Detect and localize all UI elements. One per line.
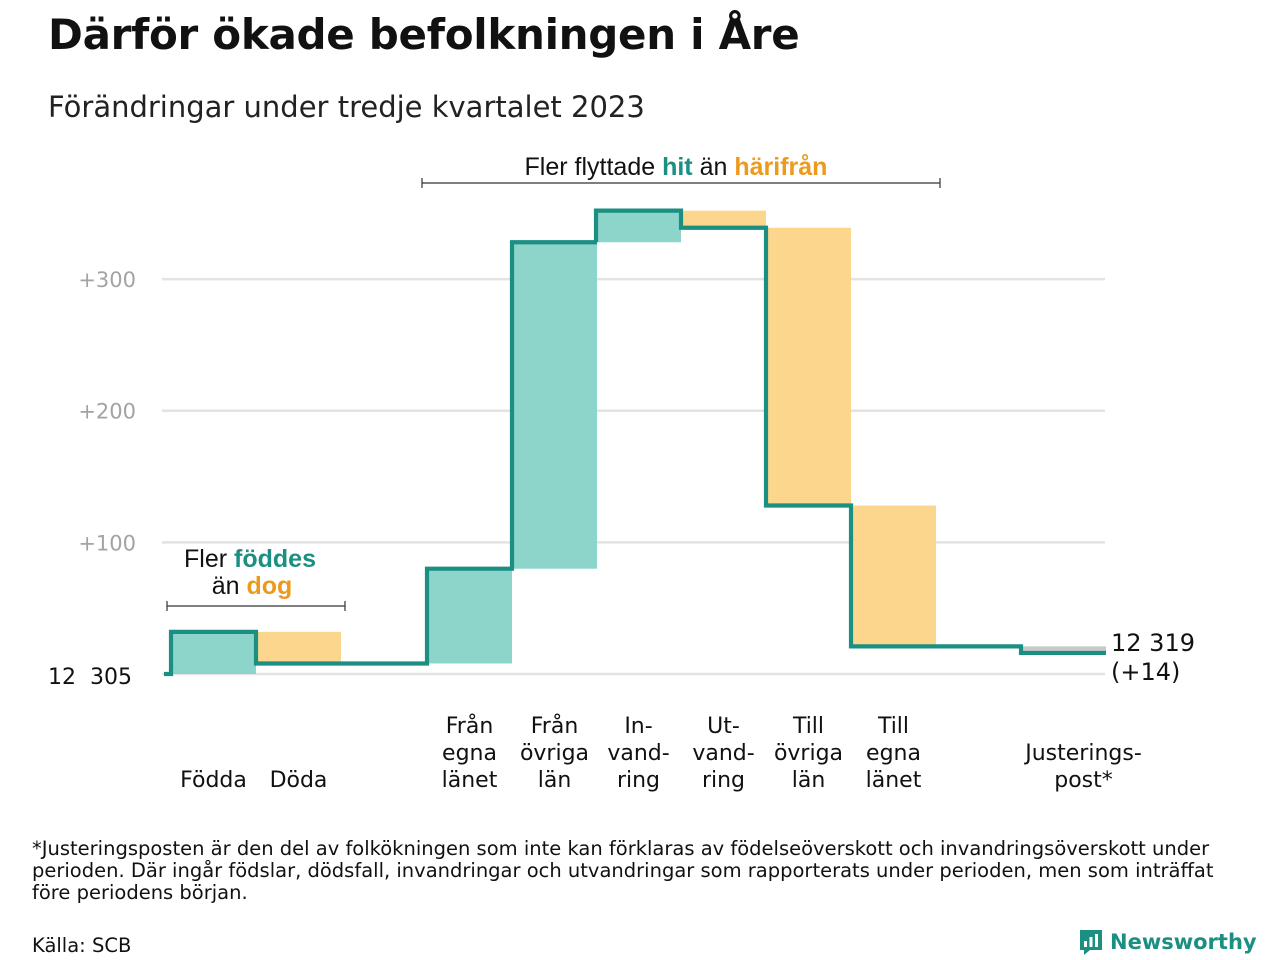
bar — [512, 242, 597, 569]
bars-layer — [171, 210, 1106, 674]
annotation-births-line1: Fler föddes — [184, 545, 316, 573]
y-tick-label: +200 — [78, 400, 136, 424]
start-value-label: 12 305 — [48, 665, 132, 690]
brand-name: Newsworthy — [1110, 930, 1257, 954]
line-layer — [164, 208, 1106, 677]
chart-subtitle: Förändringar under tredje kvartalet 2023 — [48, 90, 645, 124]
category-label: Från övriga län — [520, 713, 589, 793]
brand-logo: Newsworthy — [1078, 928, 1257, 956]
end-value-label: 12 319 — [1111, 629, 1195, 657]
bar — [427, 568, 512, 664]
bar — [851, 505, 936, 647]
waterfall-chart: +100 +200 +300 Födda Döda Från egna länet Från ö… — [48, 153, 1195, 793]
source-note: Källa: SCB — [32, 934, 132, 957]
category-label: In-vand-ring — [607, 714, 669, 793]
annotation-births-word: föddes — [234, 545, 316, 573]
annotation-deaths-word: dog — [246, 572, 292, 600]
footnote: *Justeringsposten är den del av folkökni… — [32, 837, 1214, 904]
end-change-label: (+14) — [1111, 658, 1180, 686]
labels-layer: Födda Döda Från egna länet Från övriga län In-va… — [180, 713, 1142, 793]
births-deaths-annotation: Fler föddes än dog — [166, 545, 346, 611]
bar — [1021, 646, 1106, 653]
category-label: Födda — [180, 768, 247, 793]
category-label: Till egna länet — [866, 714, 922, 793]
migration-annotation: Fler flyttade hit än härifrån — [421, 153, 941, 188]
y-tick-label: +100 — [78, 531, 136, 555]
bar — [256, 631, 341, 664]
annotation-migration-text: Fler flyttade hit än härifrån — [525, 153, 828, 181]
bar — [171, 631, 256, 674]
category-label: Justerings-post* — [1023, 741, 1142, 793]
category-label: Ut-vand-ring — [692, 714, 754, 793]
y-tick-label: +300 — [78, 268, 136, 292]
chart-title: Därför ökade befolkningen i Åre — [48, 10, 800, 59]
bar — [596, 210, 681, 243]
category-label: Till övriga län — [774, 714, 843, 793]
category-label: Från egna länet — [442, 713, 498, 793]
annotation-deaths-line2: än dog — [212, 572, 293, 600]
newsworthy-logo-icon — [1080, 930, 1102, 955]
bar — [766, 227, 851, 506]
cumulative-step-line — [164, 208, 1106, 677]
category-label: Döda — [270, 768, 328, 793]
grid-layer: +100 +200 +300 — [78, 268, 1105, 676]
bar — [681, 210, 766, 228]
